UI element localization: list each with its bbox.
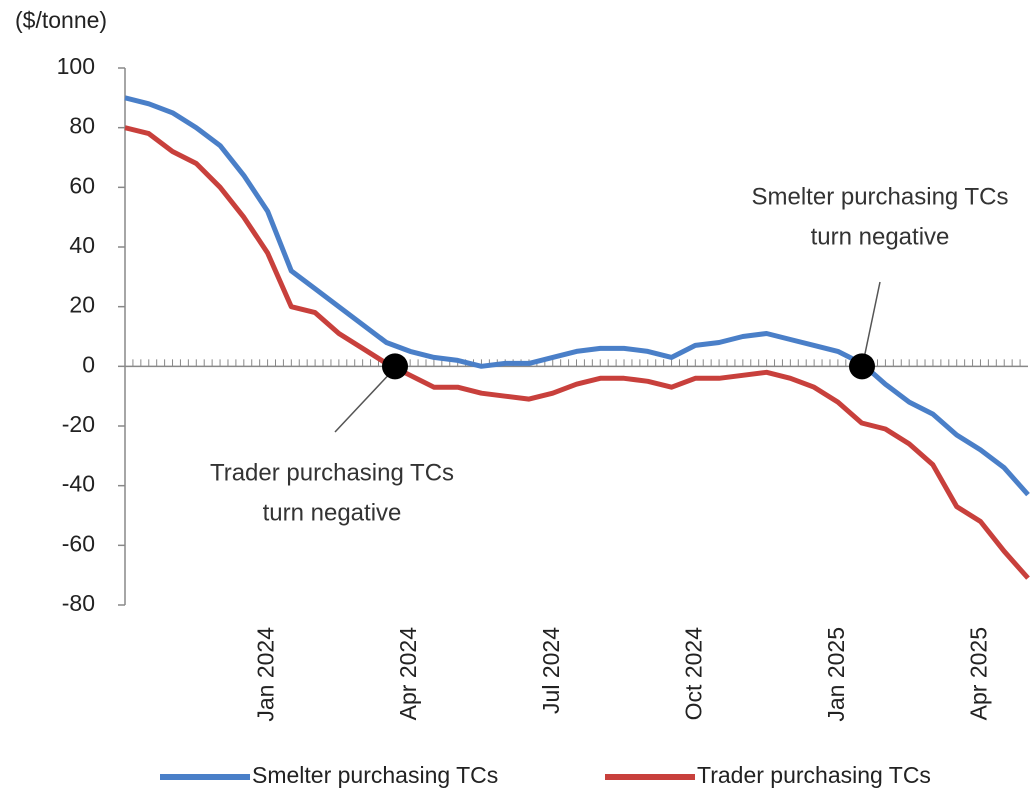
annotation-leader: [861, 281, 881, 369]
legend-label: Smelter purchasing TCs: [252, 762, 498, 788]
annotation: turn negative: [811, 223, 950, 250]
annotation: Smelter purchasing TCs: [752, 183, 1009, 210]
x-tick-label: Jan 2025: [823, 627, 849, 722]
y-tick-label: 0: [82, 351, 95, 377]
annotation-leader: [334, 367, 396, 433]
y-tick-label: -60: [62, 530, 95, 556]
x-tick-label: Jan 2024: [253, 627, 279, 722]
crossing-marker: [382, 353, 408, 380]
series-line: [124, 95, 1030, 497]
y-tick-label: 100: [57, 53, 95, 79]
x-tick-label: Apr 2025: [966, 627, 992, 720]
annotation: turn negative: [263, 499, 402, 526]
crossing-marker: [849, 353, 875, 380]
y-tick-label: 20: [69, 292, 95, 318]
y-tick-label: 40: [69, 232, 95, 258]
y-axis-label: ($/tonne): [15, 7, 107, 33]
y-tick-label: -40: [62, 471, 95, 497]
x-tick-label: Jul 2024: [538, 627, 564, 714]
y-tick-label: -20: [62, 411, 95, 437]
y-tick-label: 80: [69, 113, 95, 139]
y-tick-label: -80: [62, 590, 95, 616]
series-line: [124, 125, 1030, 580]
y-tick-label: 60: [69, 172, 95, 198]
legend-label: Trader purchasing TCs: [697, 762, 931, 788]
x-tick-label: Oct 2024: [680, 627, 706, 721]
annotation: Trader purchasing TCs: [210, 459, 454, 486]
x-tick-label: Apr 2024: [395, 627, 421, 721]
